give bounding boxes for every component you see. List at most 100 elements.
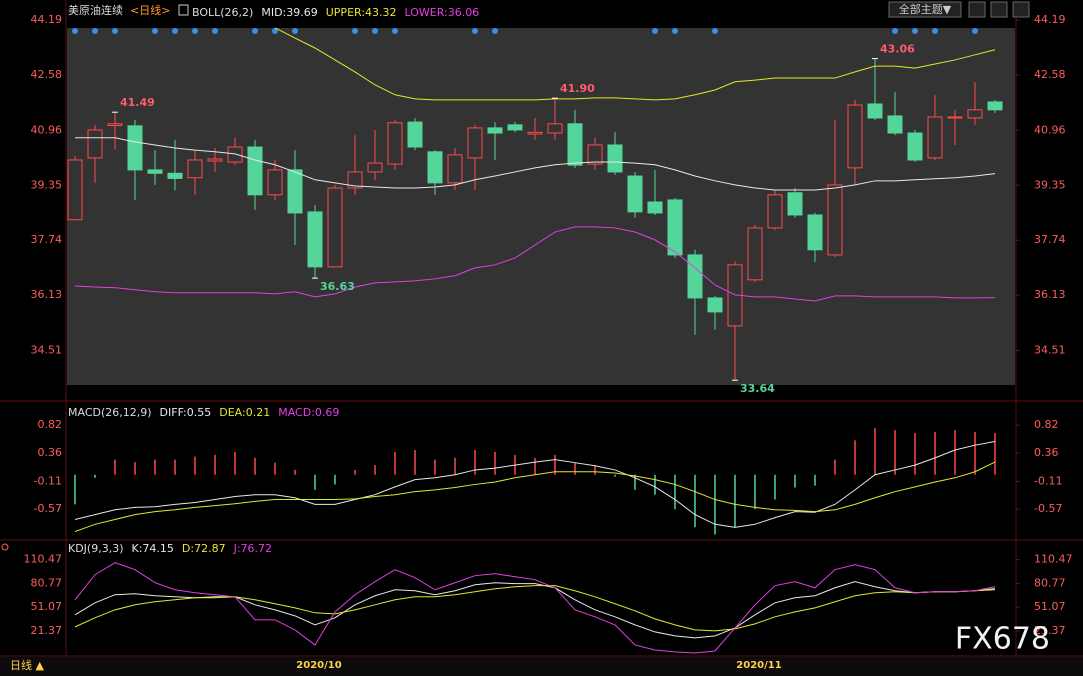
x-tick-label: 2020/10 [296,660,341,671]
candle-body [987,101,1003,111]
candle-body [187,159,203,179]
y-tick-label: 80.77 [31,576,63,589]
legend-entry: LOWER:36.06 [405,6,480,19]
signal-dot [892,28,898,34]
icon-button[interactable] [1012,1,1030,18]
signal-dot [92,28,98,34]
legend-entry: D:72.87 [182,542,226,555]
candle-body [147,169,163,174]
signal-dot [172,28,178,34]
candle-body [167,172,183,179]
footer-bar [0,657,1083,676]
icon-button[interactable] [990,1,1008,18]
signal-dot [152,28,158,34]
candle-body [487,127,503,134]
y-tick-label: -0.57 [34,502,62,515]
candle-body [647,201,663,214]
candle-body [407,121,423,148]
candle-body [227,146,243,163]
indicator-icon[interactable] [178,4,189,16]
candle-body [767,194,783,229]
y-tick-label: 34.51 [31,344,63,357]
watermark: FX678 [955,622,1050,657]
y-tick-label: -0.11 [1034,474,1062,487]
y-tick-label: 37.74 [1034,233,1066,246]
signal-dot [652,28,658,34]
candle-body [87,129,103,159]
candle-body [887,115,903,134]
extreme-label: 41.90 [560,82,595,95]
y-tick-label: 40.96 [1034,123,1066,136]
panel-icon[interactable] [1,543,9,551]
y-tick-label: 44.19 [1034,13,1066,26]
y-tick-label: 40.96 [31,123,63,136]
indicator-line [74,585,996,632]
legend-entry: DIFF:0.55 [160,406,212,419]
legend-entry: J:76.72 [233,542,272,555]
candle-body [787,192,803,216]
period-button[interactable]: 日线 ▲ [10,658,44,672]
legend-entry: K:74.15 [132,542,174,555]
candle-body [127,125,143,171]
y-tick-label: -0.57 [1034,502,1062,515]
candle-body [747,227,763,281]
signal-dot [272,28,278,34]
signal-dot [292,28,298,34]
y-tick-label: 21.37 [1034,624,1066,637]
y-tick-label: 0.82 [1034,418,1059,431]
signal-dot [192,28,198,34]
candle-body [427,151,443,184]
signal-dot [672,28,678,34]
candle-body [107,123,123,127]
candle-body [707,297,723,313]
price-panel [67,28,1015,385]
candle-body [927,116,943,159]
signal-dot [912,28,918,34]
x-tick-label: 2020/11 [736,660,781,671]
candle-body [667,199,683,256]
extreme-label: 36.63 [320,280,355,293]
candle-body [467,127,483,159]
instrument: 美原油连续 [68,3,123,17]
y-tick-label: 51.07 [1034,600,1066,613]
signal-dot [112,28,118,34]
candle-body [287,169,303,214]
candle-body [267,169,283,196]
y-tick-label: 36.13 [31,288,63,301]
candle-body [527,131,543,135]
signal-dot [932,28,938,34]
y-tick-label: 44.19 [31,13,63,26]
candle-body [547,123,563,134]
indicator-line [274,27,996,101]
theme-button[interactable] [888,1,962,18]
legend-entry: MACD:0.69 [278,406,339,419]
candle-body [367,162,383,173]
period: <日线> [130,3,170,17]
legend-entry: DEA:0.21 [219,406,270,419]
indicator-line [75,137,996,191]
candle-body [387,122,403,165]
legend-entry: UPPER:43.32 [326,6,397,19]
indicator-line [74,461,996,533]
theme-button-label[interactable]: 全部主题▼ [899,2,952,16]
signal-dot [392,28,398,34]
y-tick-label: 36.13 [1034,288,1066,301]
y-tick-label: 37.74 [31,233,63,246]
candle-body [307,211,323,268]
extreme-label: 41.49 [120,96,155,109]
candle-body [327,187,343,268]
candle-body [247,146,263,196]
signal-dot [712,28,718,34]
extreme-label: 33.64 [740,382,775,395]
y-tick-label: 39.35 [1034,178,1066,191]
indicator-line [74,562,996,654]
candle-body [567,123,583,166]
legend-entry: BOLL(26,2) [192,6,253,19]
y-tick-label: 110.47 [1034,553,1073,566]
signal-dot [472,28,478,34]
y-tick-label: 51.07 [31,600,63,613]
signal-dot [372,28,378,34]
legend-entry: MID:39.69 [261,6,317,19]
icon-button[interactable] [968,1,986,18]
signal-dot [212,28,218,34]
